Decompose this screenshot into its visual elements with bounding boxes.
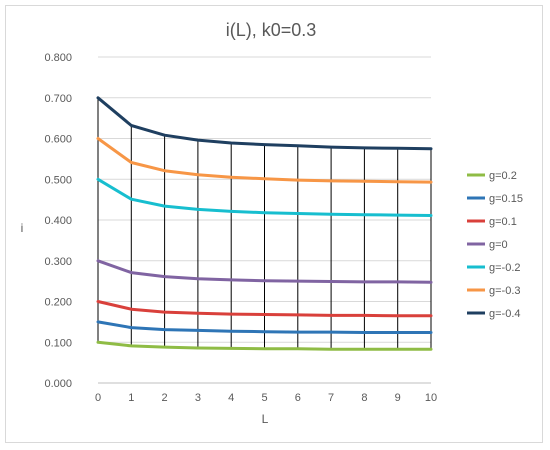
x-tick-label: 7	[328, 392, 334, 404]
legend-label: g=-0.2	[489, 262, 521, 274]
x-axis-ticks: 0 1 2 3 4 5 6 7 8 9 10	[95, 392, 437, 404]
y-tick-label: 0.300	[44, 256, 72, 268]
series-line	[96, 340, 433, 351]
x-tick-label: 9	[395, 392, 401, 404]
legend-label: g=-0.3	[489, 285, 521, 297]
y-tick-label: 0.600	[44, 134, 72, 146]
x-tick-label: 5	[261, 392, 267, 404]
x-tick-label: 2	[162, 392, 168, 404]
y-tick-label: 0.800	[44, 52, 72, 64]
series-lines	[96, 96, 433, 351]
x-axis-label: L	[262, 412, 269, 426]
chart-area	[5, 5, 543, 443]
series-line	[96, 177, 433, 217]
chart-title: i(L), k0=0.3	[226, 20, 317, 40]
x-tick-label: 6	[295, 392, 301, 404]
series-line	[96, 259, 433, 284]
x-tick-label: 3	[195, 392, 201, 404]
series-line	[96, 137, 433, 184]
legend-label: g=0.15	[489, 193, 523, 205]
x-tick-label: 0	[95, 392, 101, 404]
y-tick-label: 0.200	[44, 297, 72, 309]
legend-label: g=0	[489, 239, 508, 251]
y-tick-label: 0.100	[44, 337, 72, 349]
x-tick-label: 10	[425, 392, 437, 404]
y-tick-label: 0.000	[44, 378, 72, 390]
y-axis-ticks: 0.000 0.100 0.200 0.300 0.400 0.500 0.600 0.700…	[44, 52, 72, 390]
y-axis-label: i	[21, 221, 24, 235]
legend: g=0.2 g=0.15 g=0.1 g=0 g=-0.2 g=-0.3 g=-0.4	[467, 170, 523, 320]
legend-label: g=0.2	[489, 170, 517, 182]
y-tick-label: 0.700	[44, 93, 72, 105]
x-tick-label: 8	[361, 392, 367, 404]
y-tick-label: 0.400	[44, 215, 72, 227]
x-tick-label: 4	[228, 392, 234, 404]
series-line	[96, 300, 433, 318]
y-tick-label: 0.500	[44, 174, 72, 186]
series-line	[96, 96, 433, 151]
series-line	[96, 320, 433, 334]
x-tick-label: 1	[128, 392, 134, 404]
legend-label: g=-0.4	[489, 308, 521, 320]
legend-label: g=0.1	[489, 216, 517, 228]
